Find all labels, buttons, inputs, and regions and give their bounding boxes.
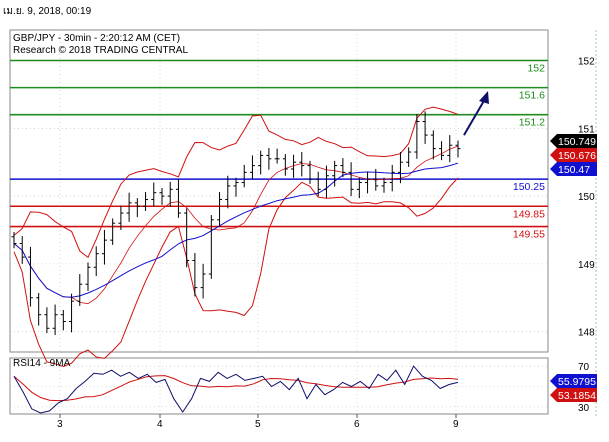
time-tick-label: 6 <box>354 419 360 430</box>
price-bar <box>200 263 206 299</box>
rsi-tick-label: 30 <box>578 403 590 414</box>
price-bar <box>258 150 264 175</box>
price-tick-label: 151 <box>578 124 595 135</box>
price-bar <box>110 218 116 245</box>
price-bar <box>175 179 181 218</box>
price-bar <box>60 309 66 331</box>
price-bar <box>184 208 190 268</box>
price-bar <box>348 162 354 197</box>
price-bar <box>332 160 338 187</box>
price-bar <box>430 130 436 160</box>
rsi-badge <box>550 374 597 388</box>
price-badge-label: 150.676 <box>558 150 596 162</box>
price-tick-label: 149 <box>578 260 595 271</box>
rsi-tick-label: 70 <box>578 362 590 373</box>
price-bar <box>151 182 157 207</box>
price-bar <box>233 177 239 197</box>
forecast-arrow-head <box>479 91 489 105</box>
price-bar <box>365 171 371 194</box>
chart-symbol-line: GBP/JPY - 30min - 2:20:12 AM (CET) <box>13 33 180 44</box>
rsi-line <box>13 365 459 414</box>
price-bar <box>373 168 379 191</box>
price-bar <box>282 154 288 176</box>
price-bar <box>439 141 445 161</box>
time-tick-label: 5 <box>255 419 261 430</box>
time-tick-label: 9 <box>453 419 459 430</box>
price-tick-label: 148 <box>578 328 595 339</box>
price-bar <box>406 147 412 167</box>
price-bar <box>381 177 387 193</box>
level-label: 150.25 <box>513 181 545 193</box>
price-bar <box>159 187 165 205</box>
price-bar <box>208 215 214 279</box>
price-bar <box>299 152 305 177</box>
price-bar <box>52 304 58 336</box>
price-bar <box>249 155 255 180</box>
price-badge-label: 150.47 <box>558 164 590 176</box>
level-label: 151.6 <box>519 90 545 102</box>
price-tick-label: 152 <box>578 57 595 68</box>
price-badge <box>550 134 597 148</box>
price-bar <box>217 192 223 227</box>
price-bar <box>447 135 453 163</box>
price-bar <box>315 171 321 197</box>
rsi-moving-average-line <box>13 375 459 402</box>
chart-research-line: Research © 2018 TRADING CENTRAL <box>13 45 188 56</box>
price-bar <box>27 246 33 307</box>
price-bar <box>389 164 395 192</box>
price-bar <box>36 293 42 326</box>
bollinger-lower-band <box>13 177 459 368</box>
moving-average-line <box>13 162 459 298</box>
price-bar <box>291 154 297 178</box>
level-label: 149.55 <box>513 229 545 241</box>
price-badge <box>550 162 597 176</box>
price-bar <box>118 205 124 230</box>
price-bar <box>101 229 107 265</box>
price-bar <box>69 293 75 333</box>
price-bar <box>19 236 25 264</box>
rsi-badge <box>550 388 597 402</box>
forecast-arrow-shaft <box>463 98 486 136</box>
price-panel-frame <box>9 29 549 353</box>
rsi-panel-label: RSI14 - 9MA <box>13 358 71 369</box>
price-bar <box>356 177 362 199</box>
price-bar <box>192 253 198 297</box>
level-label: 149.85 <box>513 208 545 220</box>
price-bar <box>143 192 149 211</box>
price-bar <box>77 274 83 306</box>
price-bar <box>266 147 272 170</box>
price-bar <box>274 148 280 164</box>
price-bar <box>167 181 173 207</box>
level-label: 152 <box>527 63 545 75</box>
price-tick-label: 150 <box>578 192 595 203</box>
price-bar <box>11 232 17 249</box>
rsi-panel-frame <box>9 357 549 415</box>
level-label: 151.2 <box>519 117 545 129</box>
price-bar <box>397 152 403 184</box>
rsi-badge-label: 55.9795 <box>558 376 596 388</box>
price-bar <box>307 160 313 184</box>
bollinger-upper-band <box>13 106 459 259</box>
date-time-header: เม.ย. 9, 2018, 00:19 <box>3 6 92 17</box>
time-tick-label: 3 <box>57 419 63 430</box>
price-bar <box>323 165 329 199</box>
price-bar <box>225 175 231 209</box>
price-bar <box>85 262 91 291</box>
price-badge <box>550 148 597 162</box>
rsi-badge-label: 53.1854 <box>558 390 596 402</box>
price-bar <box>455 140 461 158</box>
price-bar <box>241 164 247 188</box>
time-tick-label: 4 <box>157 419 163 430</box>
price-bar <box>340 158 346 178</box>
price-bar <box>414 114 420 159</box>
price-bar <box>422 111 428 144</box>
price-bar <box>126 192 132 222</box>
price-badge-label: 150.749 <box>558 136 596 148</box>
price-bar <box>134 198 140 218</box>
price-bar <box>93 246 99 277</box>
price-bar <box>44 307 50 334</box>
